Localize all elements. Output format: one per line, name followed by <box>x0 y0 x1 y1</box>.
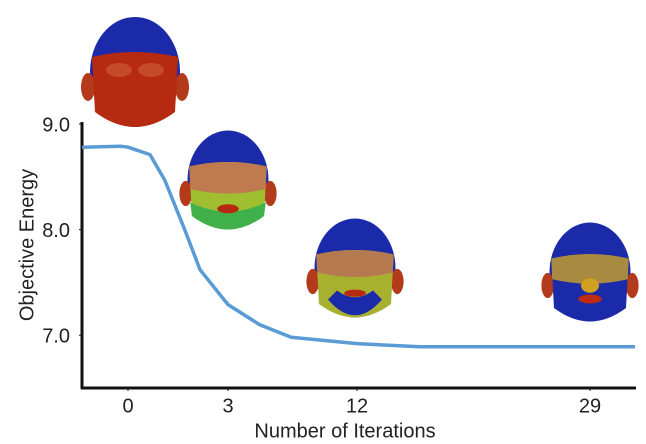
x-tick-label: 12 <box>346 395 368 417</box>
x-tick-label: 29 <box>579 395 601 417</box>
y-axis-title: Objective Energy <box>16 169 38 321</box>
y-tick-label: 9.0 <box>42 114 70 136</box>
x-axis-title: Number of Iterations <box>254 420 435 442</box>
y-tick-label: 8.0 <box>42 220 70 242</box>
x-tick-label: 0 <box>122 395 133 417</box>
x-tick-label: 3 <box>222 395 233 417</box>
y-tick-label: 7.0 <box>42 325 70 347</box>
data-line <box>81 144 635 349</box>
heads <box>81 17 639 322</box>
